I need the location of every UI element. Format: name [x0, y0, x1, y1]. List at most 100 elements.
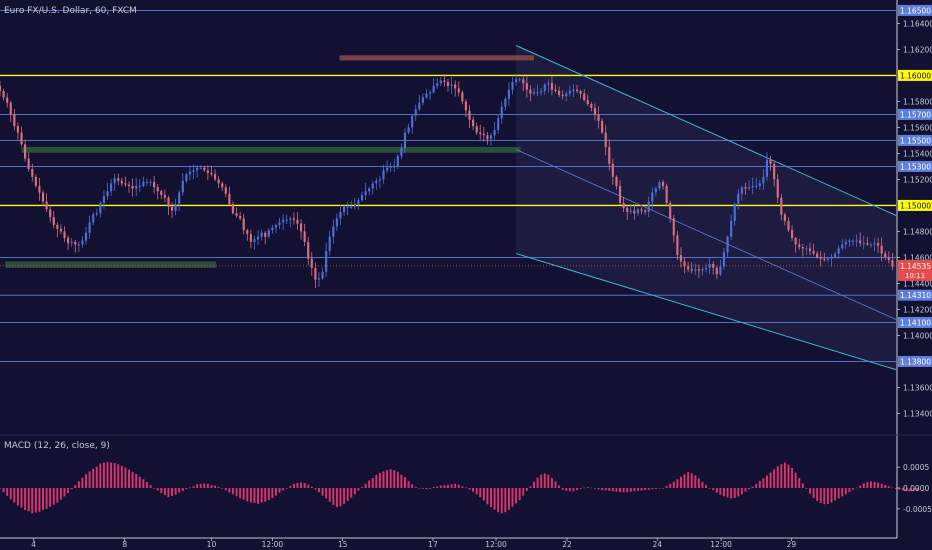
- level-label-box[interactable]: [898, 4, 932, 16]
- level-label-box[interactable]: [898, 355, 932, 367]
- candle-body: [317, 278, 321, 280]
- candle-body: [633, 210, 636, 214]
- candle-body: [841, 244, 844, 249]
- macd-bar: [511, 488, 514, 507]
- macd-bar: [619, 488, 622, 493]
- macd-bar: [715, 488, 718, 493]
- macd-bar: [153, 488, 156, 489]
- macd-bar: [773, 469, 776, 488]
- macd-bar: [24, 488, 27, 511]
- candle-body: [468, 110, 471, 120]
- candle-body: [482, 133, 485, 136]
- channel-mid-line[interactable]: [515, 149, 932, 384]
- candle-body: [439, 80, 442, 84]
- channel-lower-line[interactable]: [515, 253, 932, 414]
- candle-body: [751, 185, 754, 188]
- candle-body: [188, 171, 192, 175]
- level-label-box[interactable]: [898, 199, 932, 211]
- macd-bar: [672, 481, 675, 488]
- candle-body: [701, 269, 704, 271]
- candle-body: [651, 192, 654, 202]
- macd-bar: [701, 481, 704, 488]
- macd-bar: [554, 481, 557, 488]
- macd-bar: [203, 483, 206, 488]
- green-zone-2[interactable]: [5, 261, 216, 268]
- level-label-box[interactable]: [898, 316, 932, 328]
- candle-body: [450, 84, 453, 86]
- level-label-box[interactable]: [898, 108, 932, 120]
- macd-bar: [712, 488, 715, 491]
- time-axis[interactable]: 4 8 10 12:00 15 17 12:00 22 24 12:00 29: [0, 537, 897, 549]
- macd-bar: [895, 488, 897, 489]
- macd-bar: [662, 488, 665, 489]
- candle-body: [102, 196, 106, 203]
- candle-body: [644, 210, 647, 212]
- macd-bar: [425, 488, 428, 490]
- candle-body: [862, 243, 865, 245]
- macd-bar: [274, 488, 277, 496]
- candle-body: [773, 163, 776, 180]
- candle-body: [360, 195, 364, 201]
- candle-body: [49, 209, 52, 218]
- macd-bar: [561, 488, 564, 490]
- macd-bar: [145, 482, 148, 488]
- macd-bar: [92, 468, 95, 488]
- price-tick-label: 1.13600: [903, 383, 932, 392]
- macd-bar: [636, 488, 639, 491]
- macd-bar: [45, 488, 48, 509]
- macd-bar: [755, 483, 758, 488]
- macd-bar: [178, 488, 181, 493]
- level-label-box[interactable]: [898, 134, 932, 146]
- candle-body: [647, 201, 650, 212]
- macd-bar: [77, 481, 80, 488]
- time-tick-label: 4: [31, 540, 36, 549]
- time-tick-label: 29: [787, 540, 797, 549]
- macd-bar: [676, 479, 679, 488]
- macd-bar: [708, 488, 711, 489]
- candle-body: [489, 135, 493, 140]
- macd-bar: [848, 488, 851, 493]
- current-price-tag[interactable]: [898, 259, 932, 281]
- candle-body: [299, 223, 303, 232]
- candle-body: [826, 258, 829, 261]
- macd-bar: [873, 481, 876, 488]
- candle-body: [443, 80, 446, 82]
- candle-body: [497, 118, 500, 131]
- level-label-box[interactable]: [898, 160, 932, 172]
- price-tick-label: 1.15800: [903, 97, 932, 106]
- red-zone-0[interactable]: [339, 55, 535, 61]
- macd-bar: [70, 488, 73, 490]
- candle-body: [206, 170, 209, 173]
- candle-body: [239, 215, 242, 219]
- candle-body: [253, 239, 256, 242]
- green-zone-1[interactable]: [21, 146, 521, 153]
- macd-bar: [859, 485, 862, 488]
- candle-body: [325, 250, 328, 272]
- macd-bar: [224, 488, 227, 491]
- level-label-box[interactable]: [898, 289, 932, 301]
- candle-body: [292, 218, 295, 220]
- macd-bar: [296, 483, 299, 488]
- macd-pane[interactable]: [0, 462, 919, 514]
- candle-body: [880, 245, 883, 254]
- candle-body: [303, 231, 306, 242]
- candle-body: [400, 148, 403, 157]
- time-tick-label: 10: [207, 540, 217, 549]
- candle-body: [536, 92, 539, 94]
- price-pane[interactable]: [0, 9, 932, 414]
- channel-upper-line[interactable]: [515, 45, 932, 280]
- candle-body: [59, 228, 63, 232]
- candle-body: [0, 85, 2, 92]
- macd-tick-label: 0.0005: [903, 463, 929, 472]
- candle-body: [217, 179, 220, 184]
- candle-body: [24, 144, 27, 159]
- candle-body: [593, 107, 597, 115]
- price-tick-label: 1.15200: [903, 175, 932, 184]
- level-label-box[interactable]: [898, 69, 932, 81]
- macd-bar: [142, 479, 145, 488]
- price-axis[interactable]: 1.16400 1.16200 1.15800 1.15600 1.15400 1.152…: [896, 0, 932, 538]
- candle-body: [6, 97, 9, 103]
- macd-bar: [837, 488, 840, 499]
- candle-body: [762, 176, 765, 184]
- macd-bar: [364, 483, 367, 488]
